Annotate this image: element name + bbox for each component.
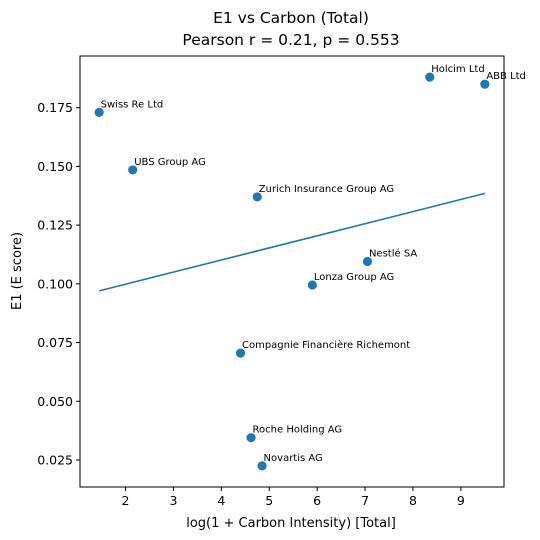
data-point: [235, 348, 246, 358]
point-label: Novartis AG: [264, 453, 323, 464]
plot-area: [79, 55, 505, 488]
chart-subtitle: Pearson r = 0.21, p = 0.553: [182, 31, 399, 49]
y-tick-label: 0.175: [37, 100, 73, 115]
x-tick-label: 4: [217, 493, 225, 508]
y-tick-label: 0.075: [37, 335, 73, 350]
x-tick-label: 5: [265, 493, 273, 508]
point-label: Swiss Re Ltd: [101, 99, 164, 110]
x-tick-label: 8: [409, 493, 417, 508]
point-label: UBS Group AG: [134, 157, 206, 168]
x-tick-label: 7: [361, 493, 369, 508]
plot-frame: [79, 55, 505, 488]
point-label: ABB Ltd: [486, 71, 526, 82]
data-point: [362, 256, 373, 267]
data-point: [425, 72, 435, 82]
x-tick-label: 6: [313, 493, 321, 508]
data-point: [480, 79, 490, 89]
x-tick-label: 9: [457, 493, 465, 508]
y-tick-label: 0.100: [37, 276, 73, 291]
y-axis: 0.025 0.050 0.075 0.100 0.125 0.150 0.175: [37, 100, 80, 467]
data-point: [246, 433, 256, 443]
x-tick-label: 2: [122, 493, 130, 508]
chart-title: E1 vs Carbon (Total): [213, 9, 369, 27]
y-tick-label: 0.025: [37, 452, 73, 467]
y-tick-label: 0.050: [37, 394, 73, 409]
data-point: [94, 107, 104, 117]
data-point: [252, 192, 262, 202]
point-label: Holcim Ltd: [431, 64, 484, 75]
data-point: [257, 461, 267, 471]
point-label: Roche Holding AG: [253, 425, 343, 436]
data-point: [128, 165, 138, 175]
point-label: Zurich Insurance Group AG: [259, 184, 394, 195]
y-tick-label: 0.150: [37, 159, 73, 174]
data-point: [307, 280, 317, 290]
y-tick-label: 0.125: [37, 218, 73, 233]
point-label: Nestlé SA: [369, 248, 417, 260]
data-marks: Swiss Re Ltd UBS Group AG Zurich Insurance…: [94, 64, 526, 471]
regression-line: [98, 192, 486, 292]
x-axis: 2 3 4 5 6 7 8 9: [122, 487, 465, 508]
point-label: Compagnie Financière Richemont: [242, 339, 410, 351]
y-axis-label: E1 (E score): [10, 232, 25, 310]
point-label: Lonza Group AG: [314, 272, 394, 283]
x-axis-label: log(1 + Carbon Intensity) [Total]: [186, 516, 396, 531]
x-tick-label: 3: [169, 493, 177, 508]
